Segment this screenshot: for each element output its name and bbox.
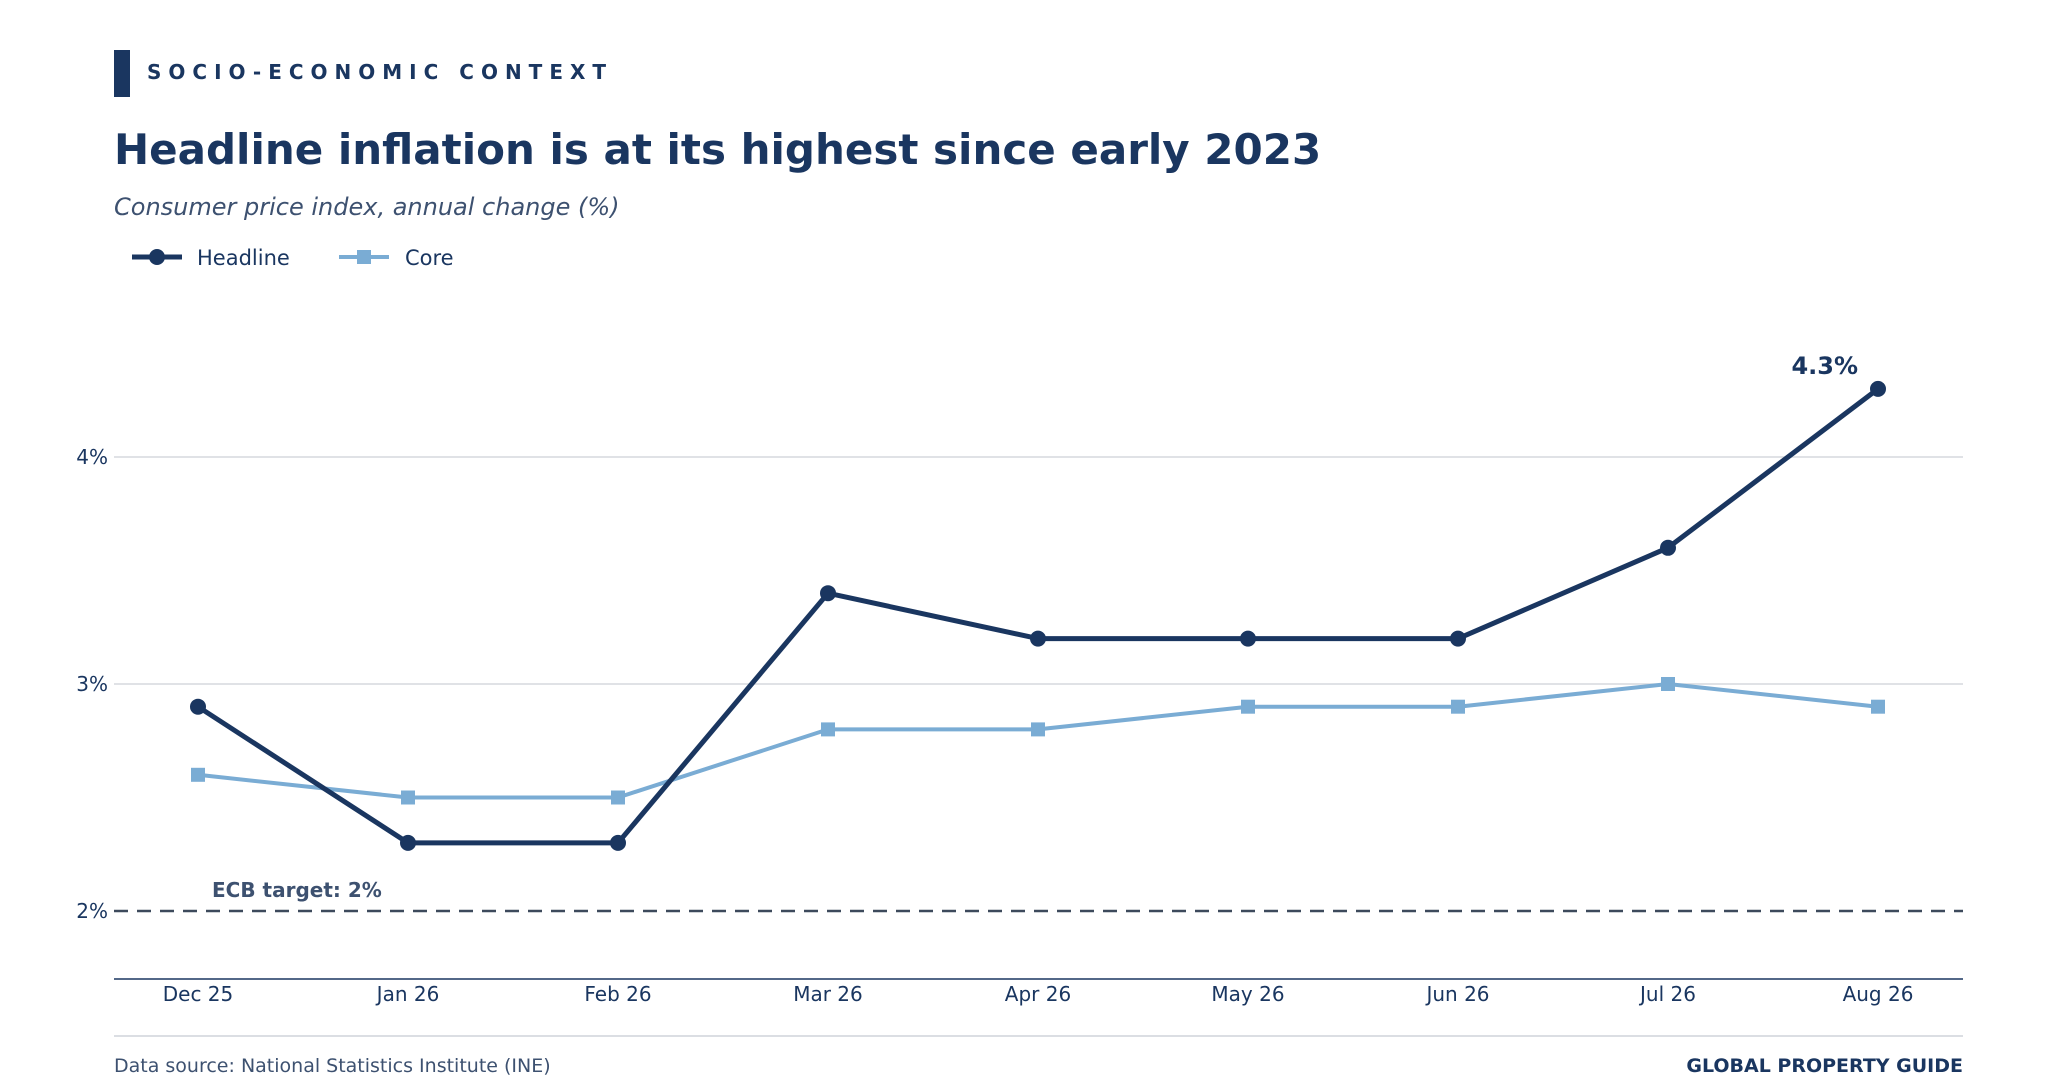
data-point-core — [401, 790, 415, 805]
footer-source: Data source: National Statistics Institu… — [114, 1055, 551, 1077]
data-point-core — [1661, 677, 1675, 691]
y-tick-label: 3% — [76, 672, 108, 696]
x-tick-label: Jan 26 — [375, 982, 440, 1006]
data-point-headline — [1870, 380, 1886, 397]
legend: Headline Core — [132, 246, 454, 270]
x-tick-label: Apr 26 — [1005, 982, 1071, 1006]
x-tick-label: Aug 26 — [1843, 982, 1914, 1006]
eyebrow-label: SOCIO-ECONOMIC CONTEXT — [147, 60, 613, 84]
series-line-core — [196, 682, 1880, 800]
chart-title: Headline inflation is at its highest sin… — [114, 125, 1321, 174]
eyebrow-accent-bar — [114, 50, 130, 97]
y-tick-label: 4% — [76, 445, 108, 469]
data-point-headline — [1240, 630, 1256, 647]
data-point-headline — [610, 834, 626, 851]
data-point-core — [1031, 722, 1045, 737]
data-point-headline — [190, 698, 206, 715]
grid-layer — [114, 456, 1963, 685]
reference-line-layer: ECB target: 2% — [114, 878, 1963, 913]
annotation-layer: 4.3% — [1791, 352, 1858, 380]
data-point-core — [611, 790, 625, 805]
data-point-headline — [820, 585, 836, 602]
x-tick-label: Jul 26 — [1638, 982, 1696, 1006]
x-tick-label: Mar 26 — [793, 982, 863, 1006]
y-tick-label: 2% — [76, 899, 108, 923]
ecb-target-label: ECB target: 2% — [212, 878, 382, 902]
legend-headline-label: Headline — [197, 246, 290, 270]
data-point-headline — [1450, 630, 1466, 647]
x-tick-label: Dec 25 — [163, 982, 234, 1006]
legend-headline-marker — [149, 249, 165, 265]
data-point-core — [1241, 699, 1255, 714]
data-point-headline — [400, 834, 416, 851]
legend-core-label: Core — [405, 246, 454, 270]
data-point-core — [1451, 699, 1465, 714]
footer-brand: GLOBAL PROPERTY GUIDE — [1686, 1055, 1963, 1077]
x-tick-label: Feb 26 — [584, 982, 651, 1006]
data-point-core — [191, 767, 205, 782]
legend-core-marker — [357, 250, 371, 264]
x-axis-tick-labels: Dec 25 Jan 26 Feb 26 Mar 26 Apr 26 May 26 Jun … — [163, 982, 1914, 1006]
peak-annotation-label: 4.3% — [1791, 352, 1858, 380]
x-tick-label: May 26 — [1211, 982, 1284, 1006]
y-axis-tick-labels: 2% 3% 4% — [76, 445, 108, 923]
data-point-headline — [1030, 630, 1046, 647]
data-point-core — [821, 722, 835, 737]
data-point-core — [1871, 699, 1885, 714]
series-layer — [190, 380, 1886, 851]
chart-subtitle: Consumer price index, annual change (%) — [114, 193, 620, 221]
x-tick-label: Jun 26 — [1424, 982, 1489, 1006]
data-point-headline — [1660, 539, 1676, 556]
